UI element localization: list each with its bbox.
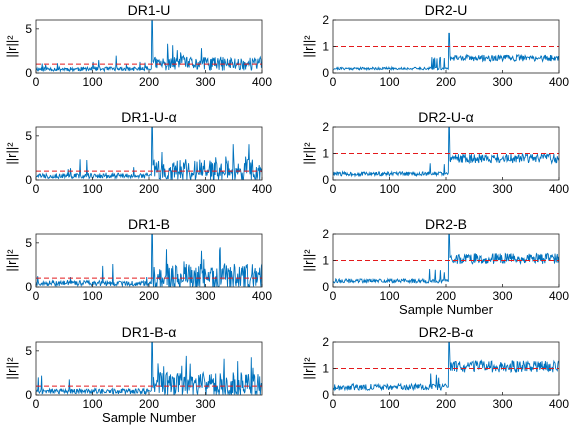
y-tick-label: 5	[25, 344, 32, 358]
x-tick-label: 200	[436, 182, 456, 196]
series-line	[36, 342, 262, 395]
x-tick-label: 300	[492, 289, 512, 303]
y-tick-label: 2	[322, 227, 329, 241]
y-tick-label: 0	[25, 66, 32, 80]
x-tick-label: 0	[330, 75, 337, 89]
x-tick-label: 200	[139, 182, 159, 196]
subplot-title: DR2-B-α	[419, 324, 474, 340]
y-tick-label: 1	[322, 147, 329, 161]
y-tick-label: 2	[322, 335, 329, 349]
x-tick-label: 400	[252, 182, 272, 196]
x-tick-label: 300	[195, 289, 215, 303]
series-line	[333, 342, 559, 392]
subplot-4: DR2-U-α 0 100 200 300 400 0 1 2 ||r||²	[301, 109, 569, 196]
y-tick-label: 2	[322, 120, 329, 134]
y-tick-label: 1	[322, 362, 329, 376]
x-tick-label: 200	[139, 75, 159, 89]
subplot-8: DR2-B-α 0 100 200 300 400 0 1 2 ||r||²	[301, 324, 569, 411]
y-tick-label: 0	[322, 280, 329, 294]
x-tick-label: 300	[195, 75, 215, 89]
x-tick-label: 400	[252, 75, 272, 89]
y-tick-label: 5	[25, 236, 32, 250]
x-axis-label: Sample Number	[399, 302, 494, 317]
y-tick-label: 0	[25, 280, 32, 294]
x-tick-label: 0	[33, 75, 40, 89]
subplot-3: DR1-U-α 0 100 200 300 400 0 5 ||r||²	[4, 109, 272, 196]
x-axis-label: Sample Number	[102, 410, 197, 425]
x-tick-label: 300	[195, 182, 215, 196]
y-axis-label: ||r||²	[4, 357, 19, 380]
y-axis-label: ||r||²	[301, 142, 316, 165]
x-tick-label: 100	[379, 289, 399, 303]
series-line	[36, 20, 262, 73]
x-tick-label: 400	[549, 75, 569, 89]
y-tick-label: 0	[322, 173, 329, 187]
subplot-7: DR1-B-α 0 100 200 300 0 5 ||r||² Sample Number	[4, 324, 263, 425]
x-tick-label: 0	[33, 289, 40, 303]
x-tick-label: 400	[549, 182, 569, 196]
y-tick-label: 1	[322, 254, 329, 268]
series-line	[36, 127, 262, 180]
x-tick-label: 200	[436, 397, 456, 411]
y-tick-label: 1	[322, 40, 329, 54]
x-tick-label: 200	[139, 397, 159, 411]
y-axis-label: ||r||²	[4, 249, 19, 272]
x-tick-label: 100	[82, 289, 102, 303]
x-tick-label: 100	[379, 182, 399, 196]
x-tick-label: 0	[330, 182, 337, 196]
x-tick-label: 100	[379, 75, 399, 89]
x-tick-label: 0	[330, 289, 337, 303]
y-axis-label: ||r||²	[301, 35, 316, 58]
x-tick-label: 200	[436, 289, 456, 303]
series-line	[333, 32, 559, 71]
x-tick-label: 0	[33, 397, 40, 411]
subplot-2: DR2-U 0 100 200 300 400 0 1 2 ||r||²	[301, 2, 569, 89]
x-tick-label: 0	[330, 397, 337, 411]
series-line	[333, 234, 559, 285]
x-tick-label: 100	[82, 397, 102, 411]
subplot-title: DR1-B	[128, 216, 170, 232]
y-axis-label: ||r||²	[301, 249, 316, 272]
y-tick-label: 0	[322, 388, 329, 402]
x-tick-label: 0	[33, 182, 40, 196]
subplot-6: DR2-B 0 100 200 300 400 0 1 2 ||r||² Sample Number	[301, 216, 569, 317]
subplot-title: DR2-U	[425, 2, 468, 18]
series-line	[36, 234, 262, 287]
x-tick-label: 100	[379, 397, 399, 411]
y-tick-label: 5	[25, 129, 32, 143]
x-tick-label: 300	[492, 75, 512, 89]
x-tick-label: 400	[549, 289, 569, 303]
x-tick-label: 300	[492, 182, 512, 196]
subplot-title: DR1-U-α	[121, 109, 177, 125]
y-tick-label: 0	[25, 388, 32, 402]
y-axis-label: ||r||²	[4, 142, 19, 165]
y-tick-label: 2	[322, 13, 329, 27]
subplot-1: DR1-U 0 100 200 300 400 0 5 ||r||²	[4, 2, 272, 89]
y-axis-label: ||r||²	[301, 357, 316, 380]
x-tick-label: 400	[549, 397, 569, 411]
x-tick-label: 100	[82, 182, 102, 196]
subplot-5: DR1-B 0 100 200 300 400 0 5 ||r||²	[4, 216, 272, 303]
x-tick-label: 300	[195, 397, 215, 411]
y-tick-label: 5	[25, 22, 32, 36]
x-tick-label: 300	[492, 397, 512, 411]
x-tick-label: 200	[436, 75, 456, 89]
x-tick-label: 200	[139, 289, 159, 303]
subplot-title: DR2-B	[425, 216, 467, 232]
y-axis-label: ||r||²	[4, 35, 19, 58]
x-tick-label: 400	[252, 289, 272, 303]
x-tick-label: 100	[82, 75, 102, 89]
subplot-title: DR1-U	[128, 2, 171, 18]
subplot-title: DR2-U-α	[418, 109, 474, 125]
subplot-title: DR1-B-α	[122, 324, 177, 340]
series-line	[333, 127, 559, 178]
y-tick-label: 0	[25, 173, 32, 187]
y-tick-label: 0	[322, 66, 329, 80]
